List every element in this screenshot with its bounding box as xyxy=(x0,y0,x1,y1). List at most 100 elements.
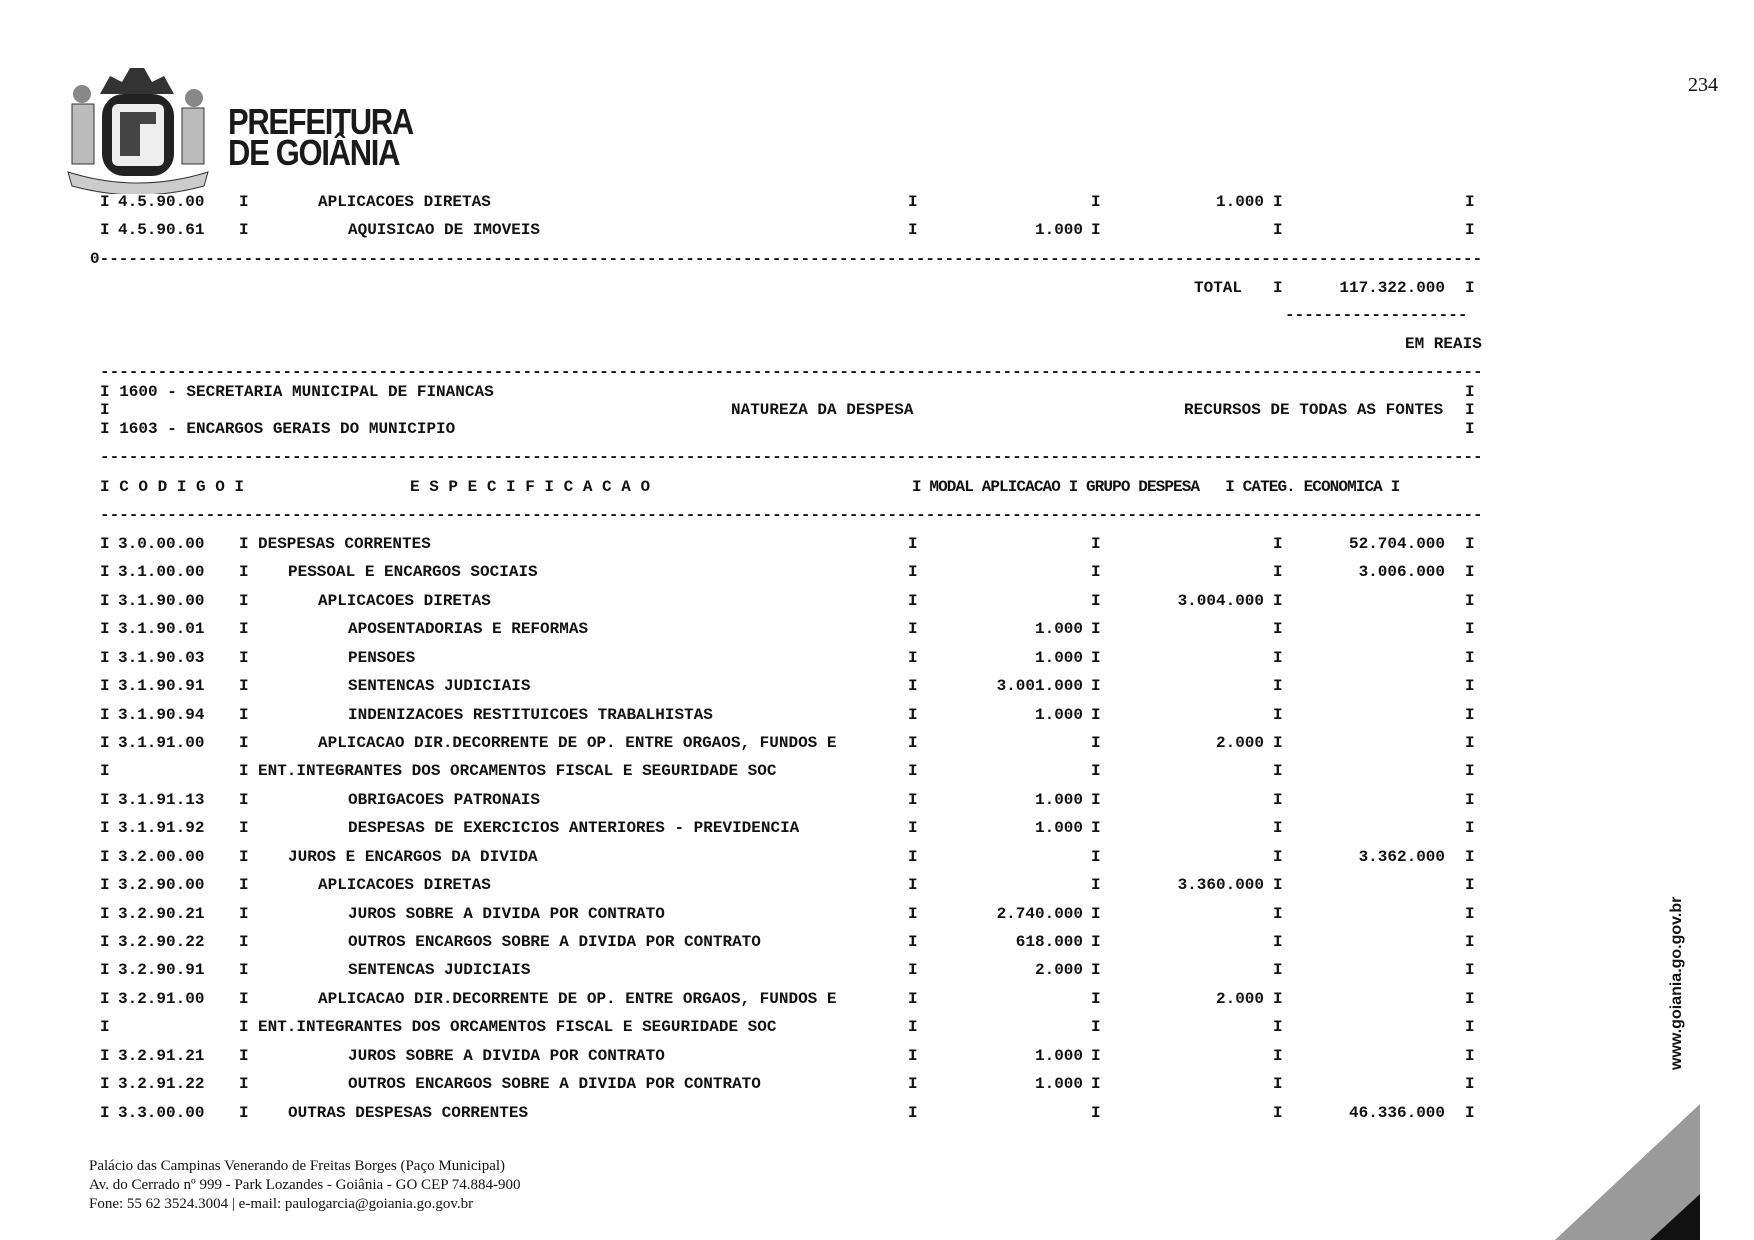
col-sep: I xyxy=(1465,1046,1475,1065)
row-code: 3.2.90.00 xyxy=(118,876,205,895)
row-code: 3.1.00.00 xyxy=(118,563,205,582)
col-sep: I xyxy=(100,989,110,1008)
row-description: APOSENTADORIAS E REFORMAS xyxy=(348,620,589,639)
col-sep: I xyxy=(100,847,110,866)
separator-line: ----------------------------------------… xyxy=(100,363,1480,381)
corner-triangle-decoration xyxy=(1555,1104,1700,1240)
col-sep: I xyxy=(1273,535,1283,553)
orgao-label: I 1600 - SECRETARIA MUNICIPAL DE FINANCA… xyxy=(100,383,494,401)
col-sep: I xyxy=(1091,933,1101,952)
col-sep: I xyxy=(1273,1018,1283,1037)
col-sep: I xyxy=(239,989,249,1008)
col-sep: I xyxy=(239,648,249,667)
col-sep: I xyxy=(100,961,110,980)
row-code: 3.1.90.03 xyxy=(118,648,205,667)
col-sep: I xyxy=(1273,819,1283,838)
col-sep: I xyxy=(908,1046,918,1065)
col-sep: I xyxy=(1273,790,1283,809)
col-sep: I xyxy=(239,904,249,923)
col-sep: I xyxy=(1465,401,1475,419)
total-underline: ------------------------------ xyxy=(1285,306,1465,324)
row-code: 3.1.90.91 xyxy=(118,677,205,696)
col-sep: I xyxy=(1465,1018,1475,1037)
col-sep: I xyxy=(1465,563,1475,582)
col-sep: I xyxy=(100,535,110,553)
row-description: DESPESAS CORRENTES xyxy=(258,535,431,553)
col-sep: I xyxy=(1465,989,1475,1008)
row-code: 3.1.90.00 xyxy=(118,591,205,610)
row-description: PENSOES xyxy=(348,648,416,667)
row-description: JUROS SOBRE A DIVIDA POR CONTRATO xyxy=(348,1046,665,1065)
brand-line-2: DE GOIÂNIA xyxy=(228,132,400,173)
col-sep: I xyxy=(1465,961,1475,980)
col-sep: I xyxy=(100,221,110,240)
row-description: SENTENCAS JUDICIAIS xyxy=(348,677,531,696)
row-code: 3.0.00.00 xyxy=(118,535,205,553)
col-sep: I xyxy=(100,1075,110,1094)
row-grupo-despesa: 2.000 xyxy=(1215,734,1264,752)
row-code: 3.2.91.00 xyxy=(118,989,205,1008)
col-sep: I xyxy=(1273,734,1283,752)
col-sep: I xyxy=(908,933,918,952)
col-sep: I xyxy=(239,933,249,952)
row-description: PESSOAL E ENCARGOS SOCIAIS xyxy=(288,563,538,582)
footer-address-2: Av. do Cerrado nº 999 - Park Lozandes - … xyxy=(89,1177,521,1193)
col-sep: I xyxy=(1273,648,1283,667)
col-sep: I xyxy=(1091,591,1101,610)
row-description: OUTRAS DESPESAS CORRENTES xyxy=(288,1103,529,1122)
row-grupo-despesa: 2.000 xyxy=(1215,989,1264,1008)
col-sep: I xyxy=(1465,1075,1475,1094)
col-sep: I xyxy=(239,705,249,724)
row-code: 3.2.91.22 xyxy=(118,1075,205,1094)
col-sep: I xyxy=(1273,1046,1283,1065)
col-sep: I xyxy=(908,563,918,582)
row-categ-economica: 46.336.000 xyxy=(1348,1103,1445,1122)
col-sep: I xyxy=(239,1046,249,1065)
col-sep: I xyxy=(1273,904,1283,923)
col-sep: I xyxy=(1273,620,1283,639)
col-sep: I xyxy=(908,221,918,240)
col-sep: I xyxy=(1091,1103,1101,1122)
separator-line: 0---------------------------------------… xyxy=(90,250,1480,268)
row-description: ENT.INTEGRANTES DOS ORCAMENTOS FISCAL E … xyxy=(258,762,777,781)
recursos-label: RECURSOS DE TODAS AS FONTES xyxy=(1184,401,1444,419)
prefeitura-brand: PREFEITURA DE GOIÂNIA xyxy=(228,101,414,173)
row-description: OUTROS ENCARGOS SOBRE A DIVIDA POR CONTR… xyxy=(348,933,761,952)
col-sep: I xyxy=(1091,904,1101,923)
col-sep: I xyxy=(100,734,110,752)
col-sep: I xyxy=(1465,591,1475,610)
row-description: APLICACAO DIR.DECORRENTE DE OP. ENTRE OR… xyxy=(318,989,837,1008)
col-sep: I xyxy=(1273,279,1283,297)
col-sep: I xyxy=(1465,705,1475,724)
col-sep: I xyxy=(239,819,249,838)
separator-line: ----------------------------------------… xyxy=(100,448,1480,466)
row-description: AQUISICAO DE IMOVEIS xyxy=(348,221,541,240)
footer-address-1: Palácio das Campinas Venerando de Freita… xyxy=(89,1158,506,1174)
col-sep: I xyxy=(908,762,918,781)
col-sep: I xyxy=(100,876,110,895)
col-sep: I xyxy=(239,1018,249,1037)
col-sep: I xyxy=(1465,762,1475,781)
col-sep: I xyxy=(100,648,110,667)
total-value: 117.322.000 xyxy=(1339,279,1445,297)
row-code: 4.5.90.00 xyxy=(118,193,205,211)
row-categ-economica: 3.362.000 xyxy=(1358,847,1445,866)
brand-line-1: PREFEITURA xyxy=(228,101,414,142)
row-categ-economica: 52.704.000 xyxy=(1348,535,1445,553)
col-sep: I xyxy=(239,221,249,240)
col-sep: I xyxy=(100,591,110,610)
col-sep: I xyxy=(1273,1075,1283,1094)
row-code: 3.2.00.00 xyxy=(118,847,205,866)
col-sep: I xyxy=(239,620,249,639)
col-sep: I xyxy=(1273,961,1283,980)
col-sep: I xyxy=(908,620,918,639)
row-code: 3.1.91.13 xyxy=(118,790,205,809)
col-sep: I xyxy=(239,762,249,781)
col-sep: I xyxy=(1091,193,1101,211)
col-sep: I xyxy=(1465,383,1475,401)
col-sep: I xyxy=(1273,762,1283,781)
col-sep: I xyxy=(1091,734,1101,752)
col-sep: I xyxy=(1091,221,1101,240)
units-label: EM REAIS xyxy=(1405,335,1482,353)
